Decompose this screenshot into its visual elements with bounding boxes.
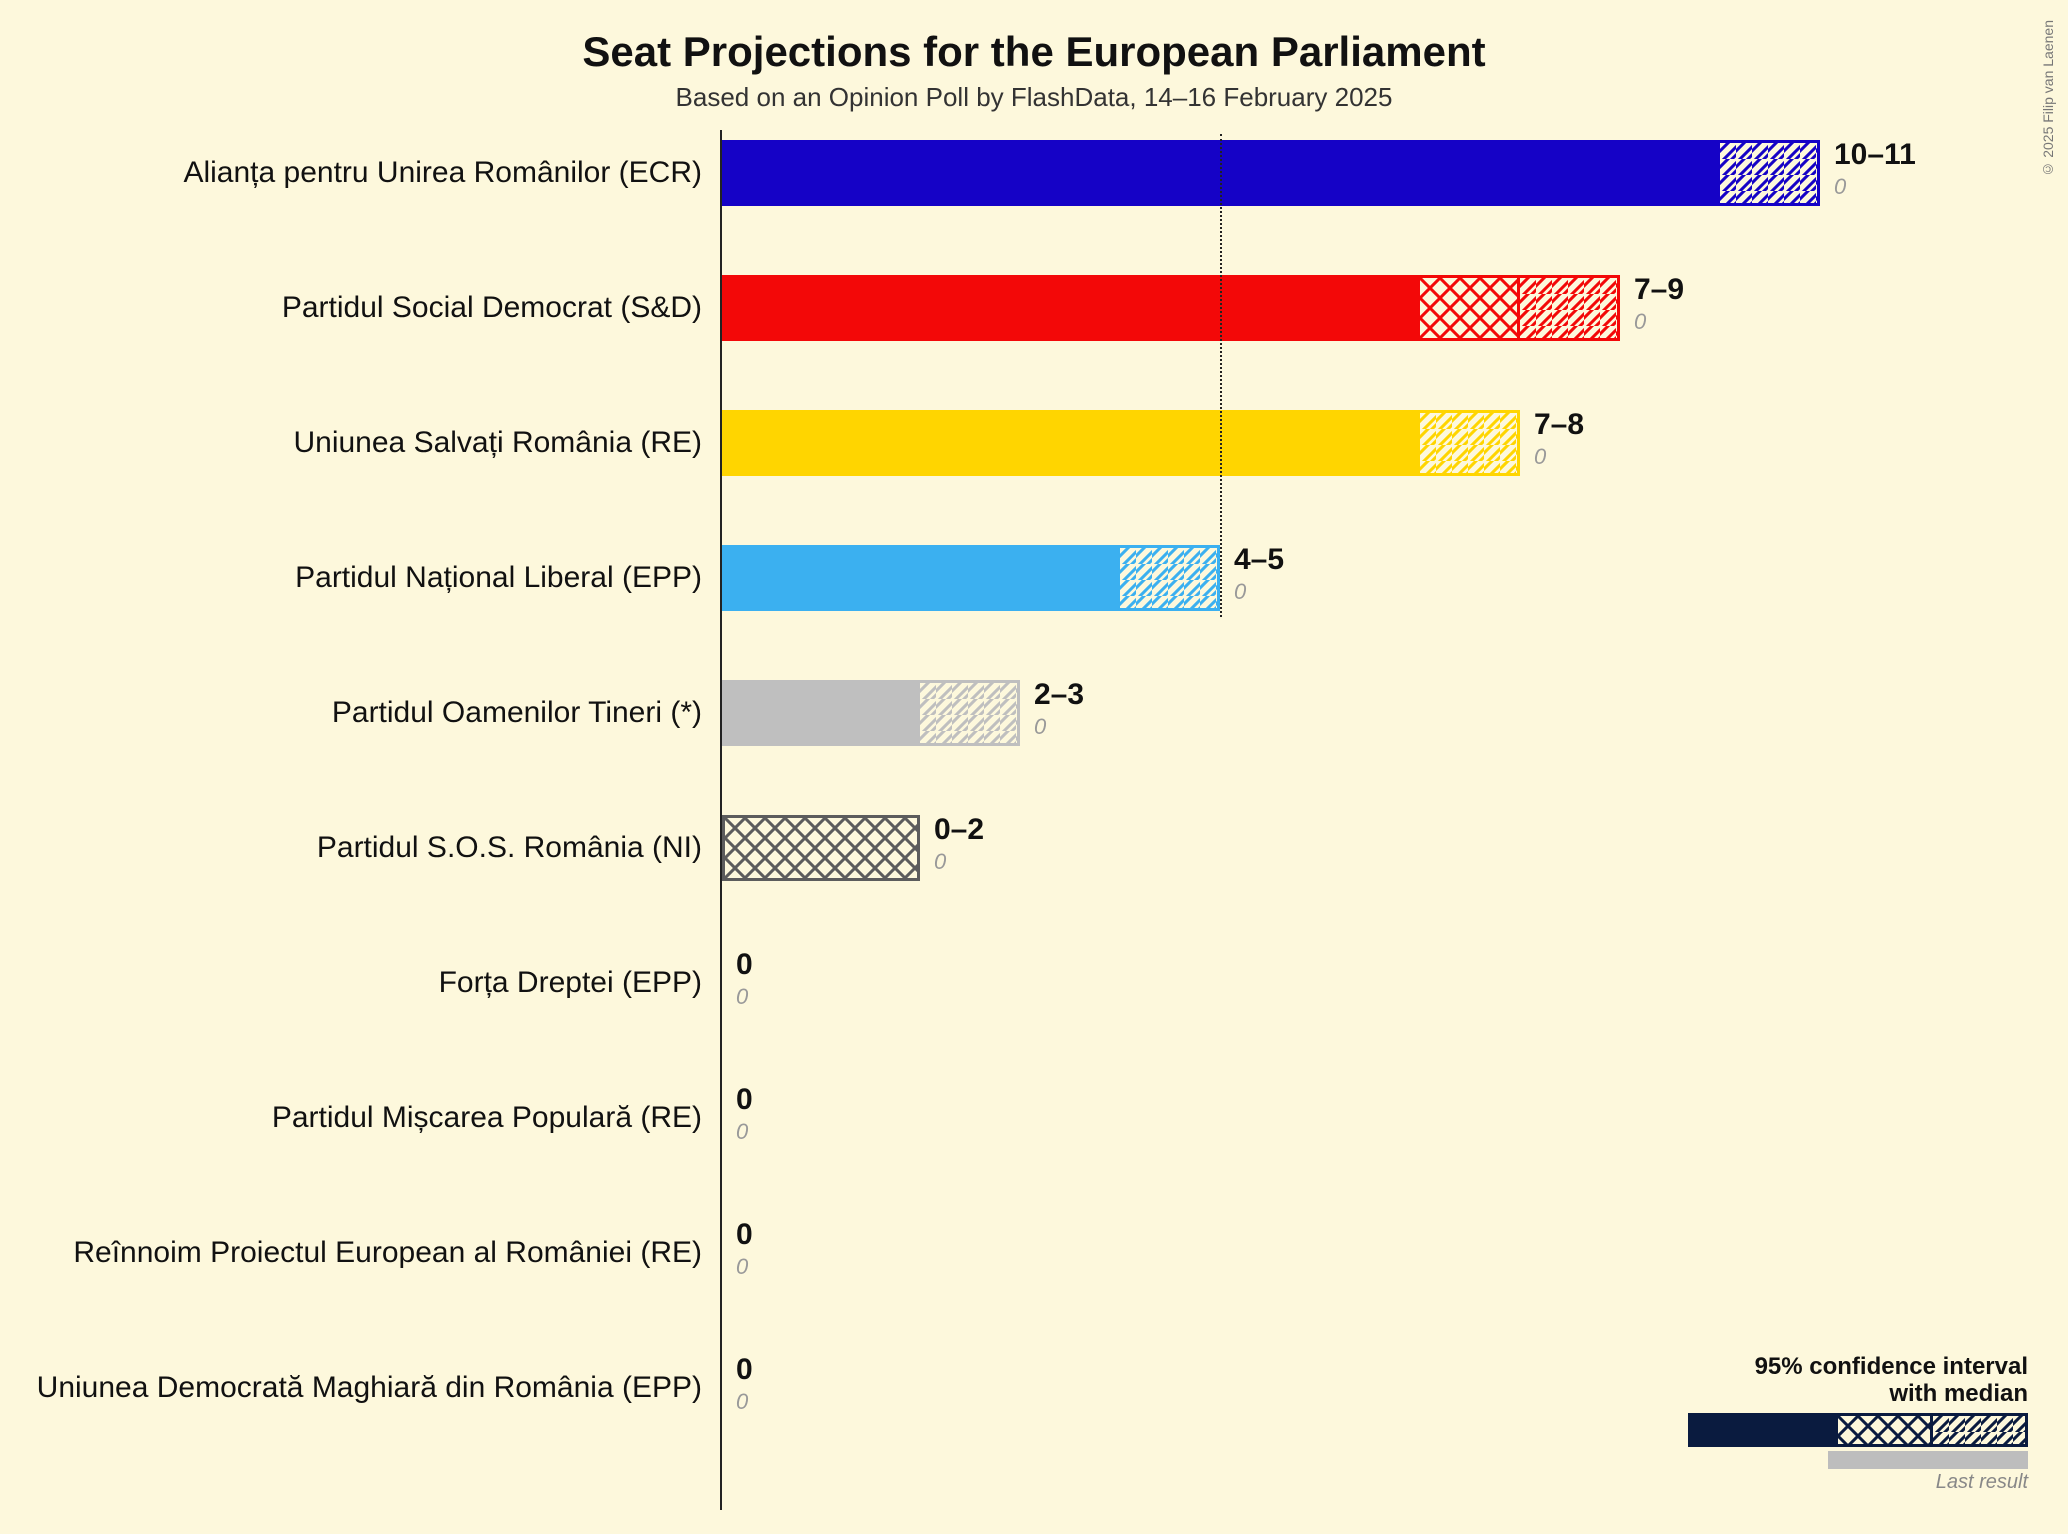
legend-line1: 95% confidence interval — [1668, 1354, 2028, 1380]
legend-bar — [1688, 1413, 2028, 1447]
party-label: Alianța pentru Unirea Românilor (ECR) — [2, 156, 702, 190]
value-label: 7–8 — [1534, 410, 1584, 440]
legend-diaghatch — [1933, 1413, 2028, 1447]
last-result-label: 0 — [1034, 716, 1046, 738]
bar-solid — [722, 545, 1120, 611]
legend-last-label: Last result — [1668, 1471, 2028, 1494]
last-result-label: 0 — [1634, 311, 1646, 333]
party-label: Partidul Social Democrat (S&D) — [2, 291, 702, 325]
plot-area: Alianța pentru Unirea Românilor (ECR)10–… — [720, 130, 1980, 1510]
chart-subtitle: Based on an Opinion Poll by FlashData, 1… — [0, 82, 2068, 113]
last-result-label: 0 — [736, 986, 748, 1008]
last-result-label: 0 — [736, 1121, 748, 1143]
bar-diaghatch — [1720, 140, 1820, 206]
party-label: Forța Dreptei (EPP) — [2, 966, 702, 1000]
value-label: 0 — [736, 1085, 753, 1115]
last-result-label: 0 — [1234, 581, 1246, 603]
last-result-label: 0 — [1834, 176, 1846, 198]
bar-diaghatch — [920, 680, 1020, 746]
party-label: Uniunea Salvați România (RE) — [2, 426, 702, 460]
bar-diaghatch — [1520, 275, 1620, 341]
legend-line2: with median — [1668, 1381, 2028, 1407]
bar-crosshatch — [722, 815, 920, 881]
median-marker — [1220, 134, 1222, 617]
bar-solid — [722, 680, 920, 746]
copyright-label: © 2025 Filip van Laenen — [2040, 20, 2056, 178]
last-result-label: 0 — [736, 1391, 748, 1413]
bar-solid — [722, 410, 1420, 476]
value-label: 10–11 — [1834, 140, 1916, 170]
bar-solid — [722, 275, 1420, 341]
bar-diaghatch — [1120, 545, 1220, 611]
party-label: Partidul Mișcarea Populară (RE) — [2, 1101, 702, 1135]
chart-container: Seat Projections for the European Parlia… — [0, 0, 2068, 1534]
chart-title: Seat Projections for the European Parlia… — [0, 28, 2068, 76]
legend-last-bar — [1828, 1451, 2028, 1469]
value-label: 0 — [736, 1355, 753, 1385]
last-result-label: 0 — [736, 1256, 748, 1278]
last-result-label: 0 — [934, 851, 946, 873]
last-result-label: 0 — [1534, 446, 1546, 468]
value-label: 7–9 — [1634, 275, 1684, 305]
legend-solid — [1688, 1413, 1838, 1447]
legend-crosshatch — [1838, 1413, 1933, 1447]
bar-crosshatch — [1420, 275, 1520, 341]
party-label: Partidul S.O.S. România (NI) — [2, 831, 702, 865]
bar-diaghatch — [1420, 410, 1520, 476]
party-label: Partidul Oamenilor Tineri (*) — [2, 696, 702, 730]
party-label: Reînnoim Proiectul European al României … — [2, 1236, 702, 1270]
value-label: 0 — [736, 1220, 753, 1250]
value-label: 2–3 — [1034, 680, 1084, 710]
value-label: 4–5 — [1234, 545, 1284, 575]
value-label: 0 — [736, 950, 753, 980]
legend: 95% confidence interval with median Last… — [1668, 1354, 2028, 1494]
value-label: 0–2 — [934, 815, 984, 845]
party-label: Uniunea Democrată Maghiară din România (… — [2, 1371, 702, 1405]
party-label: Partidul Național Liberal (EPP) — [2, 561, 702, 595]
